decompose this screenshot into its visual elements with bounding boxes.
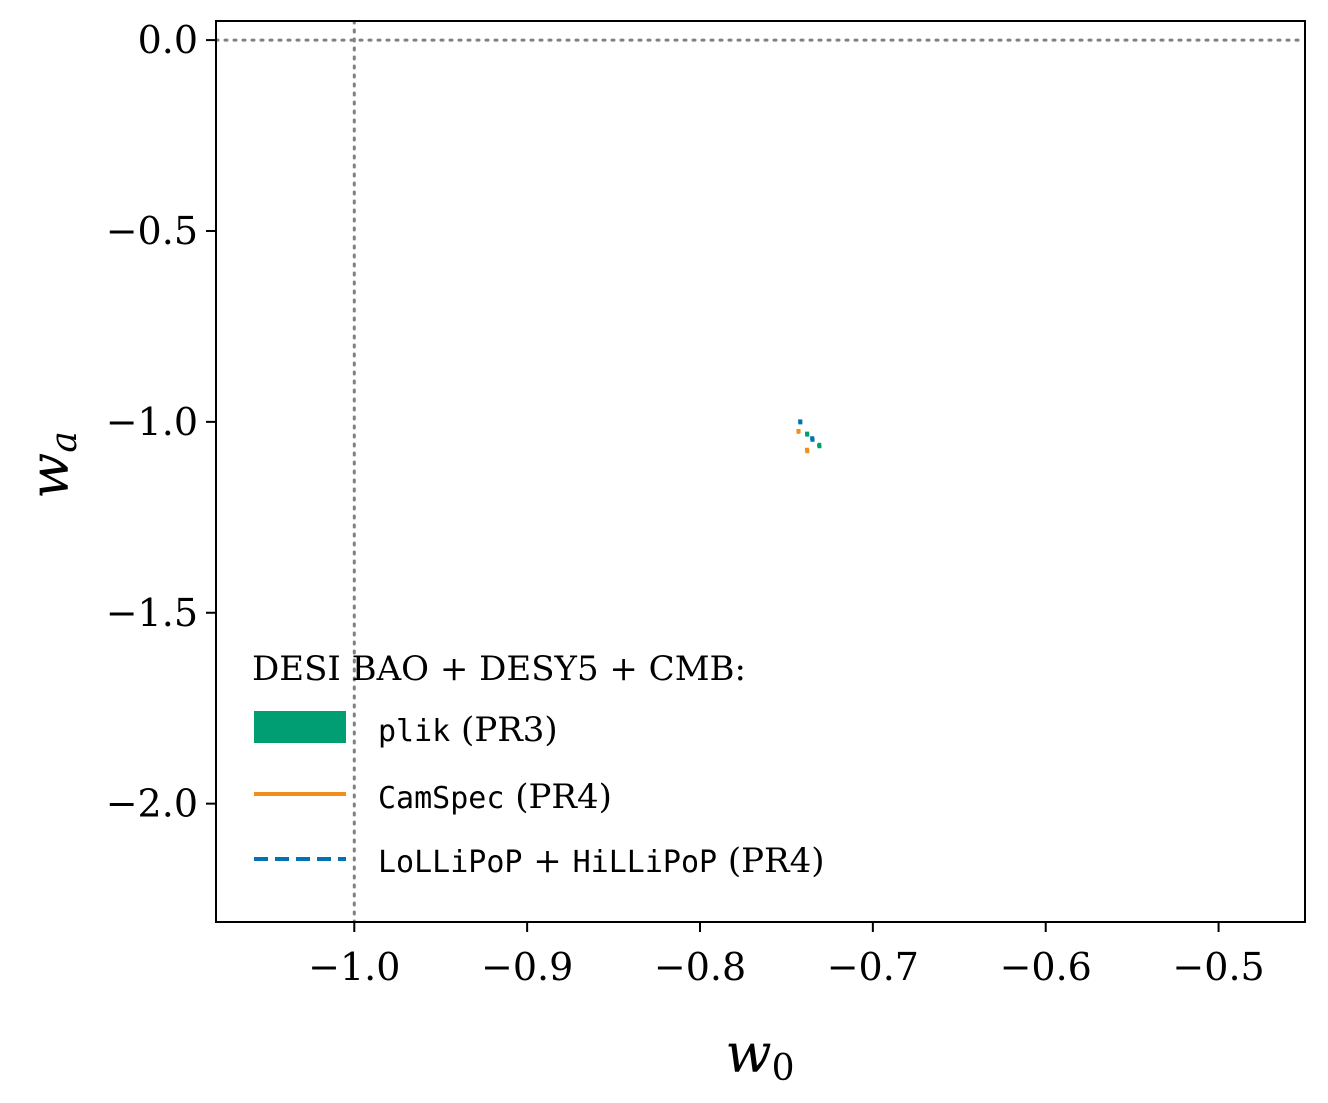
reference-lines <box>216 21 1305 922</box>
legend-label-camspec: CamSpec (PR4) <box>378 777 612 817</box>
x-tick-label: −0.5 <box>1172 945 1264 989</box>
contour-layer <box>796 419 822 454</box>
x-tick-label: −0.7 <box>827 945 919 989</box>
x-tick-label: −0.6 <box>1000 945 1092 989</box>
y-axis-label: wa <box>18 431 85 499</box>
y-tick-label: −1.0 <box>106 400 198 444</box>
y-tick-label: 0.0 <box>138 18 198 62</box>
x-tick-label: −0.9 <box>481 945 573 989</box>
legend-label-lollipop: LoLLiPoP + HiLLiPoP (PR4) <box>378 841 825 881</box>
legend: DESI BAO + DESY5 + CMB: plik (PR3) CamSp… <box>252 649 825 881</box>
legend-label-plik: plik (PR3) <box>378 710 558 750</box>
x-tick-label: −1.0 <box>308 945 400 989</box>
y-tick-label: −1.5 <box>106 591 198 635</box>
x-axis-label: w0 <box>725 1022 794 1089</box>
x-axis: −1.0 −0.9 −0.8 −0.7 −0.6 −0.5 <box>308 922 1265 989</box>
y-axis: 0.0 −0.5 −1.0 −1.5 −2.0 <box>106 18 216 826</box>
legend-title: DESI BAO + DESY5 + CMB: <box>252 649 746 689</box>
y-tick-label: −2.0 <box>106 782 198 826</box>
legend-swatch-plik <box>254 711 346 743</box>
y-tick-label: −0.5 <box>106 209 198 253</box>
x-tick-label: −0.8 <box>654 945 746 989</box>
plot-frame <box>215 20 1306 923</box>
